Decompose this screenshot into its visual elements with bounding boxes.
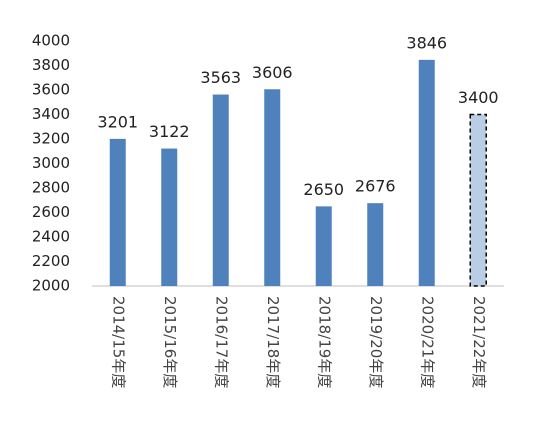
- value-label: 3201: [97, 112, 138, 131]
- x-tick-label: 2016/17年度: [212, 296, 230, 388]
- y-tick-label: 3800: [32, 56, 70, 74]
- x-tick-label: 2019/20年度: [367, 296, 385, 388]
- y-tick-label: 3400: [32, 105, 70, 123]
- y-tick-label: 3200: [32, 130, 70, 148]
- y-tick-label: 3000: [32, 154, 70, 172]
- value-label: 3606: [252, 63, 293, 82]
- y-tick-label: 2200: [32, 252, 70, 270]
- x-tick-label: 2017/18年度: [264, 296, 282, 388]
- y-tick-label: 2000: [32, 277, 70, 295]
- value-label: 3846: [406, 33, 447, 52]
- y-tick-label: 3600: [32, 81, 70, 99]
- bar: [109, 138, 126, 286]
- value-label: 3400: [458, 88, 499, 107]
- value-label: 2676: [355, 177, 396, 196]
- y-tick-label: 2800: [32, 179, 70, 197]
- value-label: 3122: [149, 122, 190, 141]
- bar: [264, 89, 281, 286]
- x-tick-label: 2015/16年度: [161, 296, 179, 388]
- bar: [418, 59, 435, 286]
- x-tick-label: 2021/22年度: [470, 296, 488, 388]
- x-tick-label: 2014/15年度: [109, 296, 127, 388]
- bar: [469, 113, 487, 287]
- y-tick-label: 2600: [32, 203, 70, 221]
- bar: [161, 148, 178, 286]
- x-tick-label: 2020/21年度: [418, 296, 436, 388]
- y-tick-label: 2400: [32, 228, 70, 246]
- value-label: 3563: [200, 68, 241, 87]
- bar: [212, 94, 229, 286]
- x-tick-label: 2018/19年度: [315, 296, 333, 388]
- value-label: 2650: [303, 180, 344, 199]
- bar: [367, 203, 384, 286]
- y-tick-label: 4000: [32, 32, 70, 50]
- bar: [315, 206, 332, 286]
